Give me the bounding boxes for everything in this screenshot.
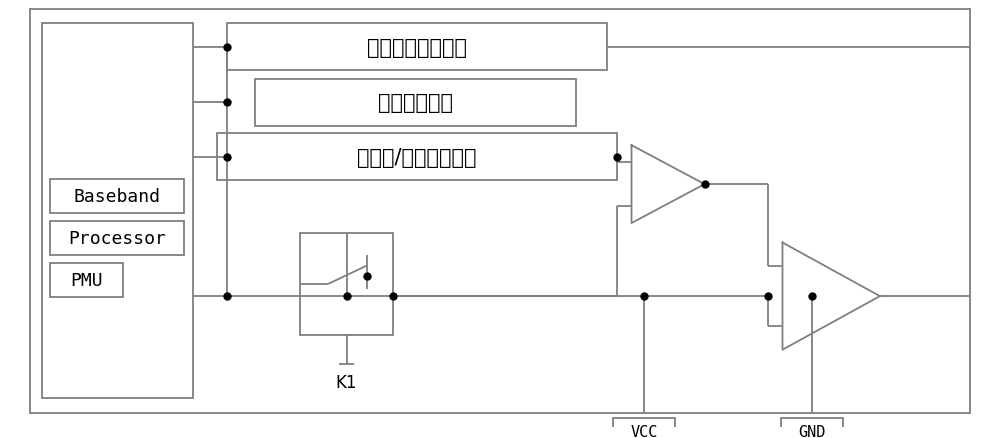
Text: GND: GND [798,424,825,438]
Text: 系统开机信号: 系统开机信号 [378,93,453,113]
Bar [50,222,184,256]
Bar [50,180,184,214]
Bar [217,134,617,181]
Text: K1: K1 [336,373,357,391]
Bar [613,418,675,438]
Bar [227,24,607,71]
Bar [781,418,843,438]
Text: PMU: PMU [70,272,103,290]
Text: 紧急求助输出信号: 紧急求助输出信号 [367,38,467,58]
Text: 系统开/关机状态侁测: 系统开/关机状态侁测 [357,148,477,167]
Bar [42,24,193,399]
Bar [50,263,123,297]
Text: Baseband: Baseband [74,188,161,206]
Bar [255,80,576,126]
Bar [300,233,393,336]
Text: VCC: VCC [630,424,658,438]
Text: Processor: Processor [68,230,166,247]
